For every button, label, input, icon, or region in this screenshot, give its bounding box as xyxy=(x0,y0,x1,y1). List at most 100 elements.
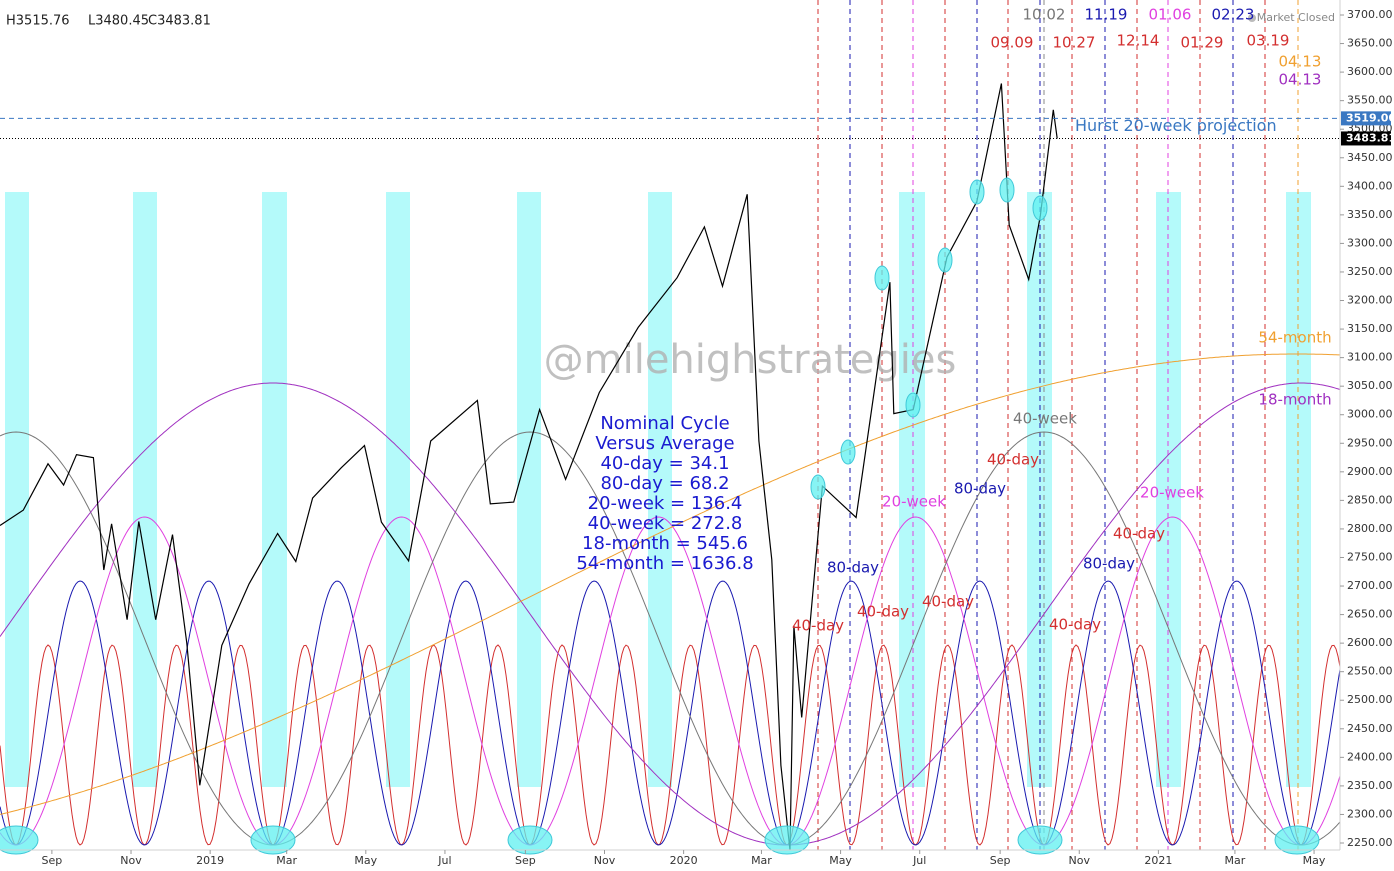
cycle-label: 40-day xyxy=(922,593,974,611)
trough-marker xyxy=(0,825,39,855)
cycle-wave xyxy=(0,580,1341,846)
x-tick-label: 2019 xyxy=(196,854,224,867)
cycle-date-label: 04.13 xyxy=(1279,53,1322,71)
y-tick-label: 3200.00 xyxy=(1347,294,1393,307)
x-tick-label: Jul xyxy=(437,854,451,867)
price-marker xyxy=(810,474,826,500)
x-tick-label: May xyxy=(829,854,852,867)
x-tick-label: Nov xyxy=(120,854,142,867)
price-marker xyxy=(937,247,953,273)
projection-label: Hurst 20-week projection xyxy=(1075,116,1277,135)
band xyxy=(133,192,157,787)
x-tick-label: Nov xyxy=(594,854,616,867)
price-label: 3519.00 xyxy=(1346,111,1394,124)
cycle-label: 40-week xyxy=(1013,410,1077,428)
ohlc-close: C3483.81 xyxy=(148,14,211,29)
cycle-date-label: 10.27 xyxy=(1053,34,1096,52)
cycle-date-label: 02.23 xyxy=(1212,6,1255,24)
cycle-date-label: 09.09 xyxy=(991,34,1034,52)
x-tick-label: Sep xyxy=(990,854,1011,867)
x-tick-label: 2021 xyxy=(1144,854,1172,867)
price-marker xyxy=(905,392,921,418)
trough-marker xyxy=(1017,825,1063,855)
cycle-label: 40-day xyxy=(1113,525,1165,543)
price-marker xyxy=(1032,195,1048,221)
x-tick-label: 2020 xyxy=(670,854,698,867)
y-tick-label: 2300.00 xyxy=(1347,807,1393,820)
y-tick-label: 3300.00 xyxy=(1347,236,1393,249)
y-tick-label: 3250.00 xyxy=(1347,265,1393,278)
cycle-label: 80-day xyxy=(827,559,879,577)
nominal-cycle-line: 54-month = 1636.8 xyxy=(576,553,753,574)
cycle-date-label: 01.06 xyxy=(1149,6,1192,24)
cycle-wave xyxy=(0,516,1341,846)
cycle-label: 40-day xyxy=(987,451,1039,469)
y-tick-label: 3550.00 xyxy=(1347,94,1393,107)
x-tick-label: Mar xyxy=(751,854,772,867)
status-icon xyxy=(1248,14,1256,22)
price-line xyxy=(0,83,1058,851)
band xyxy=(899,192,925,787)
price-marker xyxy=(840,439,856,465)
y-tick-label: 2650.00 xyxy=(1347,608,1393,621)
cycle-label: 54-month xyxy=(1258,329,1331,347)
cycle-date-label: 04.13 xyxy=(1279,71,1322,89)
x-tick-label: Mar xyxy=(276,854,297,867)
nominal-cycle-line: 18-month = 545.6 xyxy=(582,533,748,554)
cycle-label: 18-month xyxy=(1258,391,1331,409)
y-tick-label: 3400.00 xyxy=(1347,179,1393,192)
y-tick-label: 3000.00 xyxy=(1347,408,1393,421)
trough-marker xyxy=(507,825,553,855)
y-tick-label: 3150.00 xyxy=(1347,322,1393,335)
price-label: 3483.81 xyxy=(1346,131,1394,144)
band xyxy=(517,192,541,787)
y-tick-label: 3450.00 xyxy=(1347,151,1393,164)
y-tick-label: 3100.00 xyxy=(1347,351,1393,364)
cycle-label: 40-day xyxy=(1049,616,1101,634)
x-tick-label: Sep xyxy=(42,854,63,867)
cycle-wave xyxy=(0,431,1341,846)
x-tick-label: May xyxy=(354,854,377,867)
price-marker xyxy=(874,265,890,291)
cycle-label: 20-week xyxy=(882,493,946,511)
y-tick-label: 2500.00 xyxy=(1347,693,1393,706)
x-tick-label: Nov xyxy=(1069,854,1091,867)
band xyxy=(386,192,410,787)
y-tick-label: 2800.00 xyxy=(1347,522,1393,535)
market-status: Market Closed xyxy=(1257,11,1335,24)
y-tick-label: 3600.00 xyxy=(1347,65,1393,78)
y-tick-label: 2550.00 xyxy=(1347,665,1393,678)
cycle-label: 80-day xyxy=(954,480,1006,498)
cycle-date-label: 11.19 xyxy=(1085,6,1128,24)
band xyxy=(648,192,672,787)
nominal-cycle-line: 40-day = 34.1 xyxy=(600,453,729,474)
y-tick-label: 3050.00 xyxy=(1347,379,1393,392)
y-tick-label: 2250.00 xyxy=(1347,836,1393,849)
ohlc-high: H3515.76 xyxy=(6,14,70,29)
cycle-label: 40-day xyxy=(857,603,909,621)
cycle-markers xyxy=(0,177,1320,855)
ohlc-low: L3480.45 xyxy=(88,14,149,29)
nominal-cycle-line: Versus Average xyxy=(595,433,734,454)
y-tick-label: 3700.00 xyxy=(1347,8,1393,21)
cycle-date-label: 12.14 xyxy=(1117,32,1160,50)
x-tick-label: Mar xyxy=(1225,854,1246,867)
x-tick-label: Sep xyxy=(515,854,536,867)
price-marker xyxy=(969,179,985,205)
y-tick-label: 2950.00 xyxy=(1347,436,1393,449)
cycle-label: 40-day xyxy=(792,617,844,635)
cycle-date-label: 03.19 xyxy=(1247,32,1290,50)
watermark: @milehighstrategies xyxy=(544,337,957,383)
y-tick-label: 2750.00 xyxy=(1347,550,1393,563)
trough-marker xyxy=(1274,825,1320,855)
y-tick-label: 2400.00 xyxy=(1347,750,1393,763)
price-label-box xyxy=(1341,111,1391,126)
y-tick-label: 2450.00 xyxy=(1347,722,1393,735)
nominal-cycle-line: 40-week = 272.8 xyxy=(588,513,743,534)
nominal-cycle-line: 20-week = 136.4 xyxy=(588,493,743,514)
cycle-label: 80-day xyxy=(1083,555,1135,573)
y-tick-label: 2600.00 xyxy=(1347,636,1393,649)
y-tick-label: 2900.00 xyxy=(1347,465,1393,478)
